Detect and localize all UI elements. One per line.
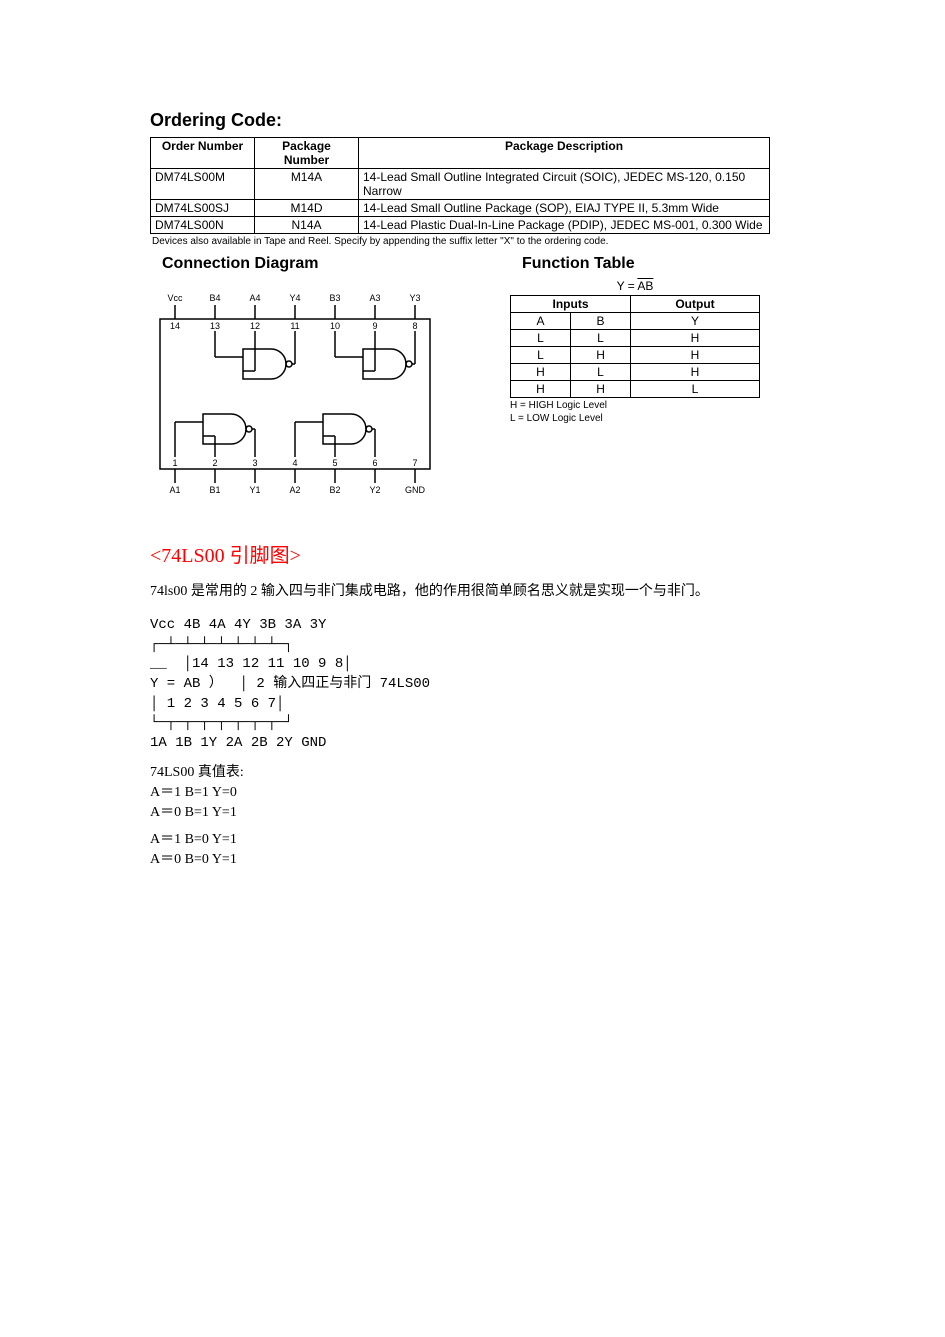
function-table: Inputs Output A B Y LLHLHHHLHHHL bbox=[510, 295, 760, 398]
svg-text:GND: GND bbox=[405, 485, 426, 495]
svg-text:Y3: Y3 bbox=[409, 293, 420, 303]
cell: H bbox=[571, 347, 631, 364]
diagram-and-table-row: Connection Diagram Vcc14B413A412Y411B310… bbox=[150, 255, 795, 509]
cn-intro-text: 74ls00 是常用的 2 输入四与非门集成电路，他的作用很简单顾名思义就是实现… bbox=[150, 582, 795, 602]
truth-table-block: 74LS00 真值表:A＝1 B=1 Y=0A＝0 B=1 Y=1 A＝1 B=0… bbox=[150, 763, 795, 869]
function-equation: Y = AB bbox=[510, 279, 760, 293]
svg-text:Y2: Y2 bbox=[369, 485, 380, 495]
truth-row: A＝1 B=1 Y=0 bbox=[150, 783, 795, 803]
ordering-col-order-number: Order Number bbox=[151, 138, 255, 169]
equation-rhs: AB bbox=[637, 279, 653, 293]
cn-intro: 74ls00 是常用的 2 输入四与非门集成电路，他的作用很简单顾名思义就是实现… bbox=[150, 582, 795, 602]
function-table-section: Function Table Y = AB Inputs Output A B … bbox=[510, 255, 760, 424]
table-row: LLH bbox=[511, 330, 760, 347]
cell: H bbox=[511, 364, 571, 381]
function-heading: Function Table bbox=[522, 255, 760, 273]
ordering-col-package-number: Package Number bbox=[255, 138, 359, 169]
inputs-header: Inputs bbox=[511, 296, 631, 313]
connection-diagram-section: Connection Diagram Vcc14B413A412Y411B310… bbox=[150, 255, 460, 509]
cell: H bbox=[631, 330, 760, 347]
svg-text:Y4: Y4 bbox=[289, 293, 300, 303]
svg-text:B4: B4 bbox=[209, 293, 220, 303]
svg-text:2: 2 bbox=[212, 458, 217, 468]
legend-low: L = LOW Logic Level bbox=[510, 413, 760, 424]
cell-package-number: N14A bbox=[255, 217, 359, 234]
table-row: HLH bbox=[511, 364, 760, 381]
table-header-row: Inputs Output bbox=[511, 296, 760, 313]
svg-text:13: 13 bbox=[210, 321, 220, 331]
svg-text:B1: B1 bbox=[209, 485, 220, 495]
svg-text:4: 4 bbox=[292, 458, 297, 468]
cell: L bbox=[631, 381, 760, 398]
legend-high: H = HIGH Logic Level bbox=[510, 400, 760, 411]
svg-text:3: 3 bbox=[252, 458, 257, 468]
connection-heading: Connection Diagram bbox=[162, 255, 460, 273]
cell: L bbox=[571, 364, 631, 381]
cell-package-description: 14-Lead Small Outline Package (SOP), EIA… bbox=[359, 200, 770, 217]
svg-text:A4: A4 bbox=[249, 293, 260, 303]
svg-text:Vcc: Vcc bbox=[167, 293, 183, 303]
svg-text:5: 5 bbox=[332, 458, 337, 468]
svg-text:B3: B3 bbox=[329, 293, 340, 303]
cell-package-number: M14A bbox=[255, 169, 359, 200]
ordering-heading: Ordering Code: bbox=[150, 110, 795, 131]
truth-row: A＝1 B=0 Y=1 bbox=[150, 830, 795, 850]
cell-package-description: 14-Lead Plastic Dual-In-Line Package (PD… bbox=[359, 217, 770, 234]
svg-text:B2: B2 bbox=[329, 485, 340, 495]
cell: L bbox=[511, 330, 571, 347]
ordering-col-package-description: Package Description bbox=[359, 138, 770, 169]
ordering-table: Order Number Package Number Package Desc… bbox=[150, 137, 770, 234]
cell-package-description: 14-Lead Small Outline Integrated Circuit… bbox=[359, 169, 770, 200]
table-row: DM74LS00MM14A14-Lead Small Outline Integ… bbox=[151, 169, 770, 200]
svg-text:8: 8 bbox=[412, 321, 417, 331]
cell: H bbox=[571, 381, 631, 398]
svg-text:6: 6 bbox=[372, 458, 377, 468]
cell: L bbox=[511, 347, 571, 364]
col-y: Y bbox=[631, 313, 760, 330]
cn-title: <74LS00 引脚图> bbox=[150, 539, 795, 568]
col-b: B bbox=[571, 313, 631, 330]
svg-text:A2: A2 bbox=[289, 485, 300, 495]
equation-lhs: Y = bbox=[617, 279, 638, 293]
svg-text:9: 9 bbox=[372, 321, 377, 331]
cell: H bbox=[631, 347, 760, 364]
connection-diagram: Vcc 14 B4 13 A4 12 Y4 11 B3 10 A3 9 Y3 8 1 A1 2 B1 3 Y1 4 A2 5… bbox=[150, 279, 460, 509]
svg-text:10: 10 bbox=[330, 321, 340, 331]
cell-order-number: DM74LS00N bbox=[151, 217, 255, 234]
cell: H bbox=[511, 381, 571, 398]
svg-text:A1: A1 bbox=[169, 485, 180, 495]
svg-text:1: 1 bbox=[172, 458, 177, 468]
cell: L bbox=[571, 330, 631, 347]
svg-text:14: 14 bbox=[170, 321, 180, 331]
table-row: DM74LS00SJM14D14-Lead Small Outline Pack… bbox=[151, 200, 770, 217]
cell-order-number: DM74LS00M bbox=[151, 169, 255, 200]
ordering-footnote: Devices also available in Tape and Reel.… bbox=[152, 236, 795, 247]
cell: H bbox=[631, 364, 760, 381]
truth-row: A＝0 B=1 Y=1 bbox=[150, 803, 795, 823]
table-header-row: A B Y bbox=[511, 313, 760, 330]
ascii-pinout: Vcc 4B 4A 4Y 3B 3A 3Y ┌─┴─┴─┴─┴─┴─┴─┴─┐ … bbox=[150, 616, 795, 753]
cell-order-number: DM74LS00SJ bbox=[151, 200, 255, 217]
svg-text:A3: A3 bbox=[369, 293, 380, 303]
svg-text:12: 12 bbox=[250, 321, 260, 331]
col-a: A bbox=[511, 313, 571, 330]
table-row: LHH bbox=[511, 347, 760, 364]
truth-row: A＝0 B=0 Y=1 bbox=[150, 850, 795, 870]
svg-text:7: 7 bbox=[412, 458, 417, 468]
cell-package-number: M14D bbox=[255, 200, 359, 217]
svg-text:Y1: Y1 bbox=[249, 485, 260, 495]
svg-text:11: 11 bbox=[290, 321, 299, 331]
table-header-row: Order Number Package Number Package Desc… bbox=[151, 138, 770, 169]
output-header: Output bbox=[631, 296, 760, 313]
truth-row: 74LS00 真值表: bbox=[150, 763, 795, 783]
table-row: HHL bbox=[511, 381, 760, 398]
table-row: DM74LS00NN14A14-Lead Plastic Dual-In-Lin… bbox=[151, 217, 770, 234]
